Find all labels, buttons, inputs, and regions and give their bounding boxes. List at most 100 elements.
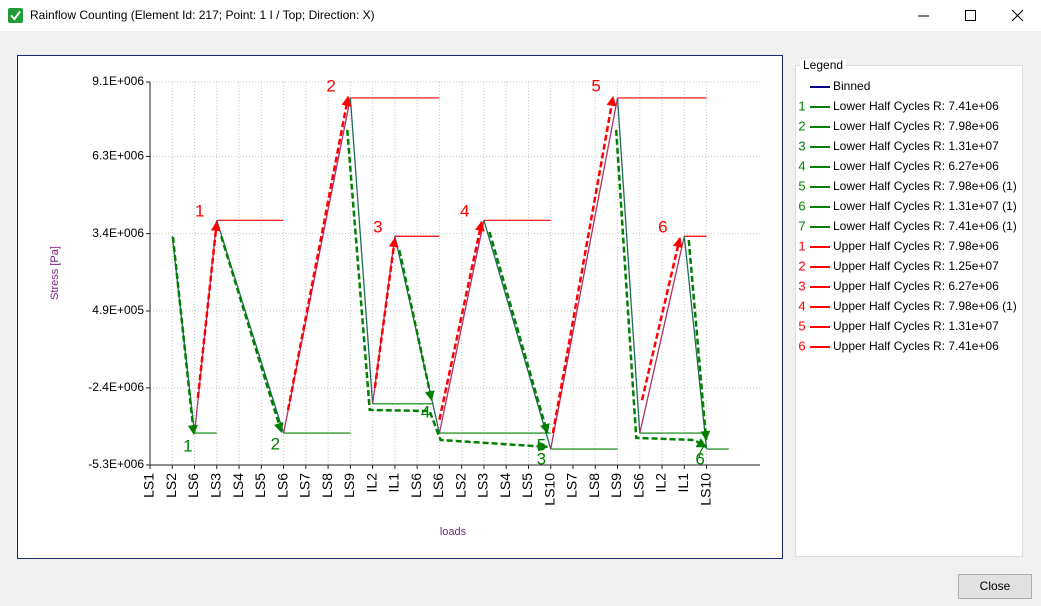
x-tick-label: LS3 [475, 473, 491, 498]
legend-number: 4 [798, 298, 805, 313]
title-bar [0, 0, 1041, 31]
half-cycle-label: 2 [326, 76, 335, 95]
legend-number: 1 [798, 238, 805, 253]
x-tick-label: IL1 [386, 473, 402, 493]
x-tick-label: LS8 [586, 473, 602, 498]
x-tick-label: LS4 [230, 473, 246, 498]
legend-number: 7 [798, 218, 805, 233]
x-tick-label: LS2 [452, 473, 468, 498]
stress-segment [282, 321, 307, 434]
x-tick-label: LS2 [163, 473, 179, 498]
legend-label: Lower Half Cycles R: 7.98e+06 [833, 119, 999, 133]
x-tick-label: IL2 [363, 473, 379, 493]
half-cycle-arrow [687, 239, 711, 441]
x-tick-label: LS6 [408, 473, 424, 498]
legend-number: 3 [798, 278, 805, 293]
half-cycle-arrow [398, 249, 435, 402]
y-tick-label: -2.4E+006 [88, 380, 144, 394]
stress-segment [394, 236, 418, 335]
half-cycle-arrow [640, 237, 683, 401]
legend-label: Lower Half Cycles R: 7.98e+06 (1) [833, 179, 1017, 193]
legend-label: Binned [833, 79, 870, 93]
legend-label: Upper Half Cycles R: 7.41e+06 [833, 339, 999, 353]
half-cycle-label: 2 [271, 435, 280, 454]
stress-segment [461, 220, 485, 327]
half-cycle-label: 1 [195, 201, 204, 220]
half-cycle-arrow [373, 237, 399, 389]
stress-segment [661, 236, 685, 335]
chart-panel [17, 55, 783, 559]
app-icon [8, 8, 23, 23]
half-cycle-label: 5 [591, 76, 600, 95]
y-tick-label: -5.3E+006 [88, 457, 144, 471]
legend-number: 2 [798, 118, 805, 133]
legend-title-bg [800, 59, 846, 72]
x-tick-label: LS5 [252, 473, 268, 498]
half-cycle-label: 4 [460, 201, 469, 220]
x-tick-label: LS6 [274, 473, 290, 498]
x-tick-label: LS8 [319, 473, 335, 498]
half-cycle-arrow [438, 220, 485, 421]
legend-number: 1 [798, 98, 805, 113]
legend-number: 5 [798, 178, 805, 193]
half-cycle-label: 7 [695, 442, 704, 461]
half-cycle-arrow [196, 220, 221, 399]
legend-number: 4 [798, 158, 805, 173]
check [10, 10, 21, 21]
stress-segment [349, 97, 374, 404]
stress-segment [260, 361, 285, 434]
y-tick-label: 4.9E+005 [92, 303, 144, 317]
legend-number: 6 [798, 338, 805, 353]
y-tick-label: 3.4E+006 [92, 226, 144, 240]
close-window[interactable] [1011, 9, 1024, 22]
x-tick-label: LS10 [697, 473, 713, 506]
x-tick-label: LS9 [341, 473, 357, 498]
maximize[interactable] [965, 10, 976, 21]
legend-label: Upper Half Cycles R: 7.98e+06 [833, 239, 999, 253]
x-tick-label: IL1 [675, 473, 691, 493]
x-tick-label: LS6 [185, 473, 201, 498]
window-title: Rainflow Counting (Element Id: 217; Poin… [30, 8, 375, 22]
x-tick-label: LS5 [519, 473, 535, 498]
stress-segment [483, 220, 507, 297]
x-tick-label: LS3 [207, 473, 223, 498]
half-cycle-label: 5 [537, 436, 546, 455]
x-tick-label: IL2 [653, 473, 669, 493]
legend-label: Lower Half Cycles R: 7.41e+06 [833, 99, 999, 113]
stress-segment [438, 326, 463, 434]
x-axis-label: loads [440, 526, 467, 538]
x-tick-label: LS6 [430, 473, 446, 498]
legend-label: Upper Half Cycles R: 1.25e+07 [833, 259, 999, 273]
legend-label: Lower Half Cycles R: 6.27e+06 [833, 159, 999, 173]
legend-number: 2 [798, 258, 805, 273]
y-tick-label: 6.3E+006 [92, 149, 144, 163]
x-tick-label: LS6 [630, 473, 646, 498]
legend: Binned 1 Lower Half Cycles R: 7.41e+06 2 Low… [798, 79, 1016, 353]
legend-label: Upper Half Cycles R: 7.98e+06 (1) [833, 299, 1017, 313]
half-cycle-arrow [286, 95, 352, 411]
half-cycle-arrow [346, 129, 549, 452]
x-tick-label: LS1 [141, 473, 157, 498]
legend-box [795, 65, 1023, 557]
half-cycle-label: 4 [421, 403, 430, 422]
x-tick-label: LS9 [608, 473, 624, 498]
legend-title: Legend [803, 58, 843, 72]
stress-segment [505, 296, 530, 373]
y-axis-label: Stress [Pa] [49, 246, 61, 300]
x-tick-label: LS7 [564, 473, 580, 498]
stress-segment [594, 97, 619, 216]
half-cycle-label: 6 [695, 449, 704, 468]
legend-number: 5 [798, 318, 805, 333]
stress-segment [572, 214, 596, 333]
x-tick-label: LS4 [497, 473, 513, 498]
legend-number: 3 [798, 138, 805, 153]
half-cycle-arrow [220, 235, 284, 433]
half-cycle-arrow [171, 236, 198, 436]
legend-label: Lower Half Cycles R: 7.41e+06 (1) [833, 219, 1017, 233]
x-tick-label: LS10 [541, 473, 557, 506]
stress-segment [639, 334, 663, 434]
half-cycle-arrow [551, 95, 617, 434]
close-button[interactable] [958, 574, 1032, 599]
